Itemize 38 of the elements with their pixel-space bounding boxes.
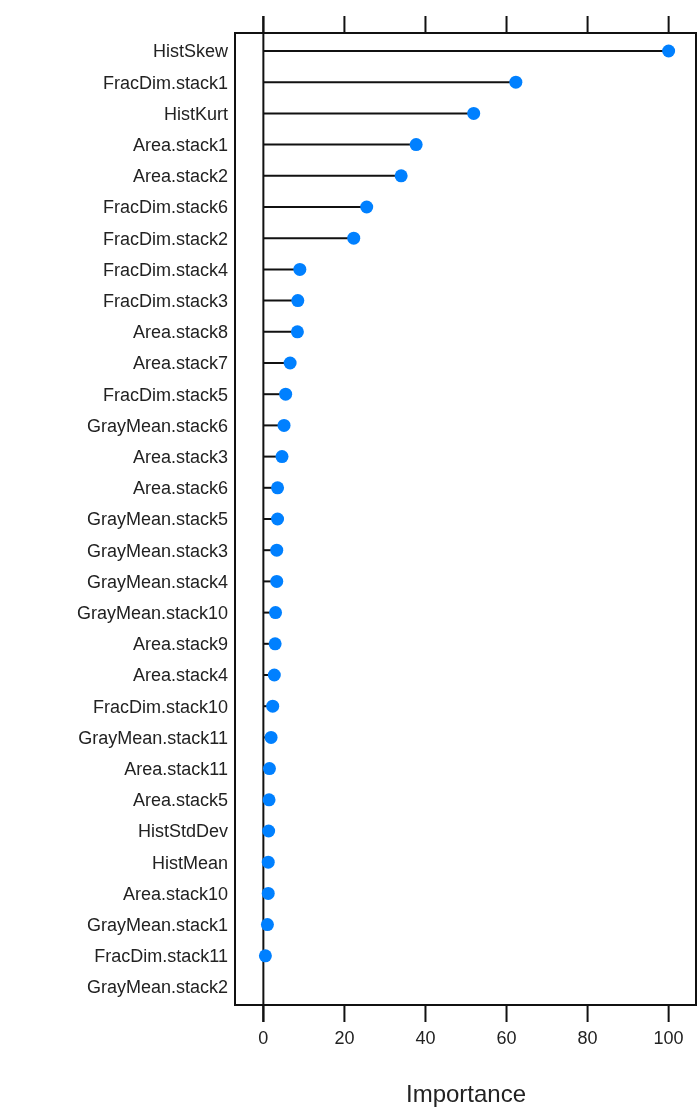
y-tick-label: Area.stack4 <box>132 665 228 686</box>
y-tick-label: GrayMean.stack10 <box>76 602 228 623</box>
x-tick-label: 0 <box>258 1028 269 1048</box>
y-tick-label: HistSkew <box>152 41 229 62</box>
x-axis-title: Importance <box>405 1080 527 1107</box>
y-tick-label: Area.stack11 <box>124 758 228 779</box>
y-tick-label: GrayMean.stack5 <box>86 509 228 530</box>
x-tick-label: 20 <box>334 1028 355 1048</box>
y-tick-label: Area.stack2 <box>132 166 228 187</box>
y-tick-label: GrayMean.stack4 <box>86 571 228 592</box>
x-tick-label: 40 <box>415 1028 436 1048</box>
y-tick-label: Area.stack3 <box>132 446 228 467</box>
y-tick-label: GrayMean.stack2 <box>86 977 228 998</box>
y-tick-label: Area.stack7 <box>132 353 228 374</box>
y-tick-label: HistStdDev <box>137 821 228 842</box>
y-tick-label: HistMean <box>151 852 228 873</box>
x-tick-label: 100 <box>653 1028 684 1048</box>
y-tick-label: Area.stack10 <box>122 883 228 904</box>
y-tick-label: FracDim.stack11 <box>94 946 228 967</box>
y-tick-label: Area.stack8 <box>132 322 228 343</box>
y-tick-label: FracDim.stack10 <box>92 696 228 717</box>
y-tick-label: Area.stack9 <box>132 634 228 655</box>
y-tick-label: Area.stack5 <box>132 790 228 811</box>
y-tick-label: GrayMean.stack1 <box>86 914 228 935</box>
y-tick-label: Area.stack1 <box>132 134 228 155</box>
y-tick-label: FracDim.stack4 <box>102 259 228 280</box>
x-tick-label: 80 <box>577 1028 598 1048</box>
y-tick-label: GrayMean.stack3 <box>86 540 228 561</box>
y-tick-label: HistKurt <box>163 103 228 124</box>
y-tick-label: FracDim.stack1 <box>102 72 228 93</box>
y-tick-label: FracDim.stack5 <box>102 384 228 405</box>
y-tick-label: GrayMean.stack6 <box>86 415 228 436</box>
x-tick-label: 60 <box>496 1028 517 1048</box>
y-tick-label: FracDim.stack2 <box>102 228 228 249</box>
y-tick-label: Area.stack6 <box>132 478 228 499</box>
y-tick-label: FracDim.stack3 <box>102 290 228 311</box>
y-tick-label: FracDim.stack6 <box>102 197 228 218</box>
y-tick-label: GrayMean.stack11 <box>78 727 228 748</box>
